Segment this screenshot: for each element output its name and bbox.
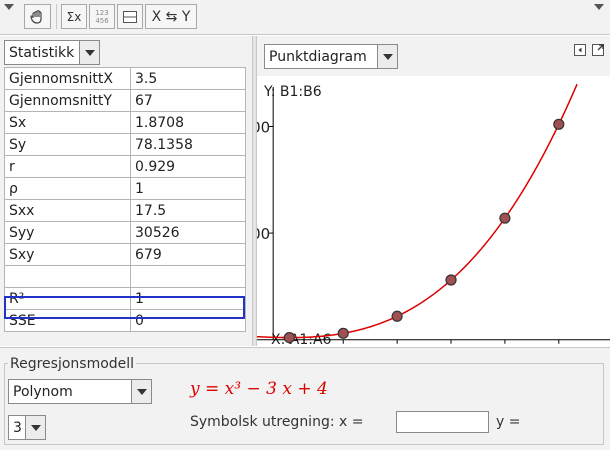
statistics-selector[interactable]: Statistikk [4,40,100,65]
statistics-panel: Statistikk GjennomsnittX 3.5 GjennomsnittY… [0,36,252,346]
collapse-toolbar-icon[interactable] [4,4,14,10]
stat-name-cell[interactable] [4,265,131,288]
stat-name-cell[interactable]: GjennomsnittY [4,89,131,112]
swap-xy-button[interactable]: X ⇆ Y [145,4,197,29]
regression-group [4,363,604,445]
regression-panel: Regresjonsmodell Polynom 3 y = x³ − 3 x … [0,347,610,450]
polynomial-degree-label: 3 [13,419,22,436]
table-row: Syy 30526 [4,221,246,244]
stat-name-cell[interactable]: Sx [4,111,131,134]
stat-name-cell[interactable]: R² [4,287,131,310]
plot-type-label: Punktdiagram [269,48,367,65]
options-icon[interactable] [574,44,586,56]
layout-icon [123,10,137,23]
regression-title: Regresjonsmodell [8,356,137,372]
regression-curve [257,83,578,339]
stat-value-cell[interactable]: 0.929 [130,155,246,178]
stat-value-cell[interactable] [130,265,246,288]
data-point [337,327,349,339]
stat-value-cell[interactable]: 30526 [130,221,246,244]
stat-value-cell[interactable]: 1 [130,287,246,310]
scatter-plot[interactable]: Y: B1:B6 X: A1:A6 123456100200 [257,76,610,346]
stat-name-cell[interactable]: Sy [4,133,131,156]
stat-value-cell[interactable]: 78.1358 [130,133,246,156]
y-result-label: y = [496,414,521,430]
data-source-icon[interactable] [24,4,51,29]
y-tick-label: 200 [257,118,270,136]
stat-name-cell[interactable]: Sxy [4,243,131,266]
chevron-down-icon [25,416,45,439]
stat-name-cell[interactable]: Sxx [4,199,131,222]
chevron-down-icon [131,380,151,403]
polynomial-degree-selector[interactable]: 3 [8,415,46,440]
stat-name-cell[interactable]: SSE [4,309,131,332]
y-source-label: Y: B1:B6 [263,84,322,100]
stat-value-cell[interactable]: 3.5 [130,67,246,90]
toolbar: Σx 123 456 X ⇆ Y [0,0,610,35]
stat-name-cell[interactable]: r [4,155,131,178]
hand-icon [29,9,42,24]
data-point [499,212,511,224]
window-menu-icon[interactable] [594,4,604,10]
stat-name-cell[interactable]: Syy [4,221,131,244]
stat-value-cell[interactable]: 1.8708 [130,111,246,134]
plot-panel: Punktdiagram Y: B1:B6 X: A1:A6 123456100… [257,36,610,346]
x-source-label: X: A1:A6 [271,332,332,346]
data-point [445,274,457,286]
table-row [4,265,246,288]
stat-value-cell[interactable]: 67 [130,89,246,112]
stat-value-cell[interactable]: 679 [130,243,246,266]
regression-formula: y = x³ − 3 x + 4 [190,379,328,399]
chevron-down-icon [79,41,99,64]
sigma-x-icon[interactable]: Σx [61,4,87,29]
data-point [391,310,403,322]
stat-name-cell[interactable]: GjennomsnittX [4,67,131,90]
panel-divider[interactable] [252,36,257,346]
stat-value-cell[interactable]: 1 [130,177,246,200]
statistics-table: GjennomsnittX 3.5 GjennomsnittY 67 Sx 1.8708 S… [4,67,246,332]
table-row: Sxy 679 [4,243,246,266]
symbolic-calculation-label: Symbolsk utregning: x = [190,414,364,430]
regression-model-label: Polynom [13,383,73,400]
regression-model-selector[interactable]: Polynom [8,379,152,404]
table-row: GjennomsnittY 67 [4,89,246,112]
y-tick-label: 100 [257,225,270,243]
plot-header: Punktdiagram [257,36,610,76]
export-window-icon[interactable] [592,44,604,56]
chevron-down-icon [377,45,397,68]
stat-value-cell[interactable]: 0 [130,309,246,332]
table-row: Sy 78.1358 [4,133,246,156]
data-point [553,118,565,130]
number-grid-icon[interactable]: 123 456 [89,4,115,29]
table-row: r 0.929 [4,155,246,178]
table-row: Sx 1.8708 [4,111,246,134]
split-panel-icon[interactable] [117,4,143,29]
plot-type-selector[interactable]: Punktdiagram [264,44,398,69]
table-row: GjennomsnittX 3.5 [4,67,246,90]
stat-value-cell[interactable]: 17.5 [130,199,246,222]
stat-name-cell[interactable]: ρ [4,177,131,200]
table-row: SSE 0 [4,309,246,332]
table-row: R² 1 [4,287,246,310]
x-value-input[interactable] [396,411,489,433]
table-row: Sxx 17.5 [4,199,246,222]
data-point [283,332,295,344]
statistics-selector-label: Statistikk [9,44,75,61]
